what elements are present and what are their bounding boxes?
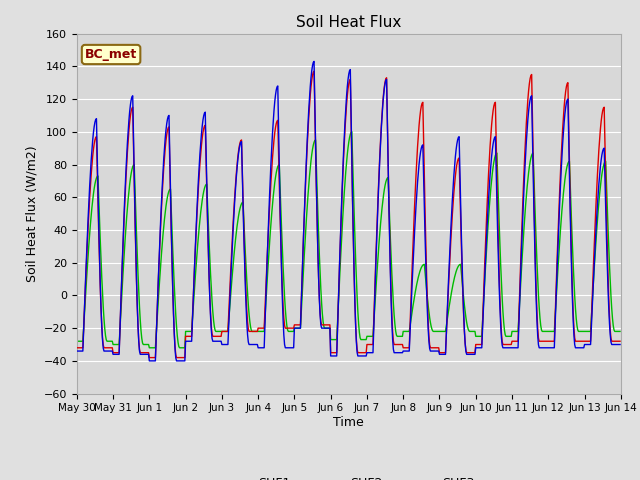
SHF2 — [195, 176, 202, 182]
SHF2 — [73, 348, 81, 354]
SHF3 — [195, 233, 202, 239]
SHF1 — [223, 328, 231, 334]
SHF2 — [223, 342, 231, 348]
Y-axis label: Soil Heat Flux (W/m2): Soil Heat Flux (W/m2) — [25, 145, 38, 282]
Title: Soil Heat Flux: Soil Heat Flux — [296, 15, 401, 30]
SHF3 — [145, 345, 153, 351]
SHF3 — [139, 340, 147, 346]
SHF3 — [432, 328, 440, 334]
SHF3 — [616, 328, 624, 334]
SHF1 — [416, 114, 424, 120]
SHF3 — [223, 328, 231, 334]
SHF2 — [310, 59, 318, 64]
SHF3 — [416, 269, 424, 275]
SHF2 — [432, 348, 440, 354]
SHF2 — [145, 358, 153, 364]
SHF1 — [145, 355, 153, 360]
Legend: SHF1, SHF2, SHF3: SHF1, SHF2, SHF3 — [218, 472, 480, 480]
Text: BC_met: BC_met — [85, 48, 137, 61]
SHF1 — [83, 256, 90, 262]
SHF1 — [310, 68, 318, 74]
SHF3 — [83, 275, 90, 281]
SHF1 — [432, 345, 440, 351]
SHF2 — [83, 250, 90, 256]
SHF3 — [73, 338, 81, 344]
SHF1 — [616, 338, 624, 344]
X-axis label: Time: Time — [333, 416, 364, 429]
SHF1 — [73, 345, 81, 351]
Line: SHF3: SHF3 — [77, 132, 620, 348]
Line: SHF1: SHF1 — [77, 71, 620, 358]
SHF2 — [616, 342, 624, 348]
SHF2 — [139, 351, 147, 357]
SHF2 — [416, 155, 424, 160]
Line: SHF2: SHF2 — [77, 61, 620, 361]
SHF1 — [195, 184, 202, 190]
SHF3 — [348, 129, 356, 135]
SHF1 — [139, 350, 147, 356]
